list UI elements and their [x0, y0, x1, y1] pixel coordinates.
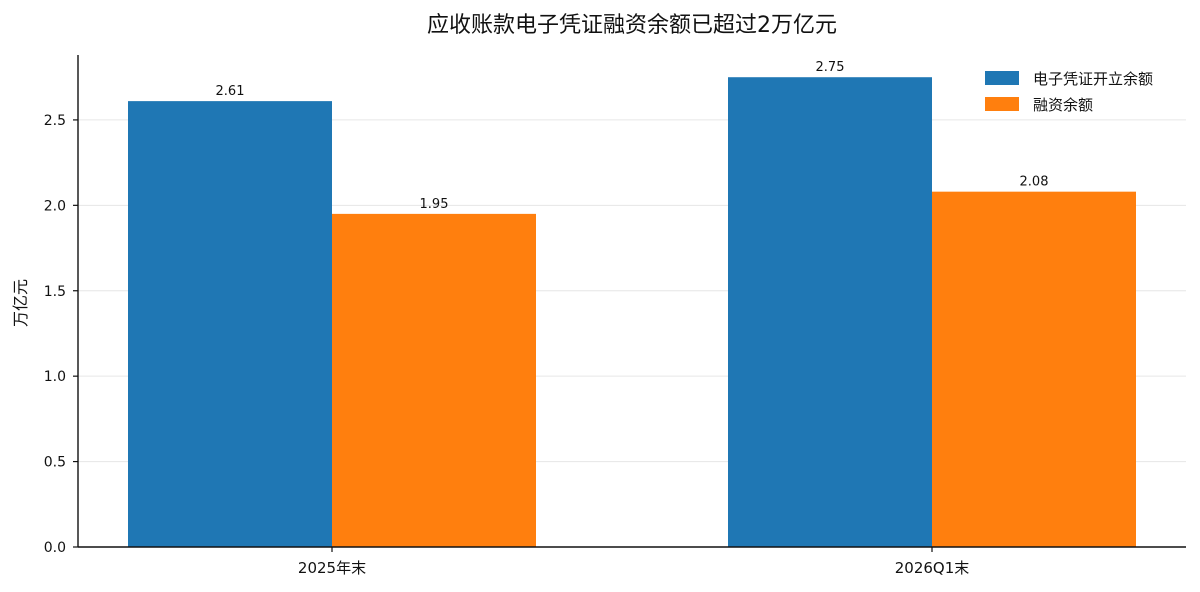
- bar: [128, 101, 332, 547]
- bar: [932, 191, 1136, 547]
- y-tick-label: 0.0: [44, 540, 66, 556]
- bars-layer: [128, 77, 1136, 547]
- legend-label: 电子凭证开立余额: [1033, 70, 1153, 88]
- chart-title: 应收账款电子凭证融资余额已超过2万亿元: [427, 13, 837, 38]
- x-tick-label: 2025年末: [298, 559, 366, 577]
- y-tick-label: 0.5: [44, 455, 66, 471]
- y-axis-label: 万亿元: [11, 279, 30, 327]
- labels-layer: 0.0 0.5 1.0 1.5 2.0 2.5 2.61 1.95 2025年末 2.75 2.08…: [44, 60, 1049, 577]
- bar: [728, 77, 932, 547]
- y-tick-label: 2.0: [44, 198, 66, 214]
- x-tick-label: 2026Q1末: [895, 559, 970, 577]
- data-label: 2.61: [216, 84, 245, 99]
- y-tick-label: 1.0: [44, 369, 66, 385]
- y-tick-label: 2.5: [44, 113, 66, 129]
- data-label: 2.08: [1020, 175, 1049, 190]
- y-tick-label: 1.5: [44, 284, 66, 300]
- data-label: 2.75: [816, 60, 845, 75]
- legend-swatch: [985, 97, 1019, 111]
- data-label: 1.95: [420, 197, 449, 212]
- legend-label: 融资余额: [1033, 96, 1093, 114]
- legend-swatch: [985, 71, 1019, 85]
- bar: [332, 213, 536, 547]
- axes-layer: [73, 55, 1186, 552]
